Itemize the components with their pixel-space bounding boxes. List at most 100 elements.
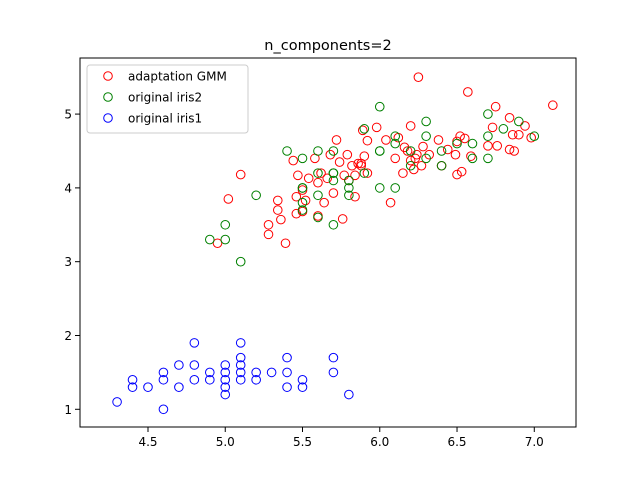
legend-marker (103, 113, 113, 123)
data-point (235, 169, 246, 180)
data-point (405, 160, 416, 171)
data-point (463, 87, 473, 97)
data-point (509, 146, 519, 156)
data-point (362, 168, 373, 178)
data-point (272, 205, 283, 215)
data-point (456, 166, 467, 177)
y-tick-label: 2 (64, 329, 72, 343)
data-point (127, 382, 138, 392)
data-point (189, 360, 200, 370)
data-point (313, 177, 323, 188)
data-point (293, 170, 303, 181)
data-point (251, 374, 261, 385)
data-point (235, 352, 246, 363)
data-point (504, 144, 515, 155)
data-point (313, 212, 323, 223)
data-point (282, 367, 292, 378)
data-point (390, 183, 401, 193)
chart-title: n_components=2 (264, 38, 391, 54)
data-point (220, 382, 231, 392)
data-point (483, 109, 493, 119)
data-point (220, 219, 231, 230)
legend-marker (103, 71, 113, 81)
data-point (337, 214, 348, 224)
data-point (235, 338, 246, 348)
data-point (514, 116, 524, 127)
x-tick-label: 5.5 (293, 435, 312, 449)
data-point (297, 183, 308, 193)
data-point (282, 146, 292, 156)
axes-frame (79, 57, 577, 428)
data-point (297, 205, 308, 215)
data-point (483, 131, 493, 142)
data-point (204, 367, 215, 378)
data-point (359, 168, 370, 178)
data-point (507, 129, 518, 140)
data-point (235, 360, 246, 370)
data-point (405, 146, 416, 156)
data-point (344, 190, 354, 201)
data-point (112, 397, 122, 407)
legend-box (86, 64, 249, 134)
data-point (158, 404, 169, 415)
data-point (487, 122, 498, 133)
data-point (334, 157, 345, 167)
data-point (297, 197, 308, 208)
data-point (276, 214, 286, 225)
data-point (319, 197, 329, 208)
data-point (313, 190, 323, 201)
data-point (374, 101, 385, 112)
data-point (220, 389, 231, 400)
data-point (490, 101, 501, 112)
data-point (492, 141, 503, 151)
x-tick-label: 7.0 (525, 435, 544, 449)
data-point (421, 131, 431, 142)
data-point (266, 367, 277, 378)
data-point (328, 146, 339, 156)
data-point (328, 219, 339, 230)
data-point (374, 183, 385, 193)
data-point (452, 169, 462, 180)
data-point (322, 173, 333, 184)
legend-label: adaptation GMM (128, 70, 227, 84)
x-tick-label: 5.0 (216, 435, 235, 449)
data-point (220, 367, 231, 378)
legend: adaptation GMM original iris2 original iri… (86, 64, 249, 134)
data-point (402, 146, 413, 156)
data-point (189, 374, 200, 385)
data-point (204, 374, 215, 385)
data-point (328, 168, 339, 178)
data-point (459, 133, 470, 144)
data-point (342, 149, 353, 160)
data-point (498, 124, 509, 134)
data-point (331, 135, 342, 145)
data-point (390, 153, 401, 164)
data-point (272, 195, 283, 206)
data-point (223, 194, 234, 204)
data-point (263, 219, 274, 230)
data-point (433, 135, 444, 145)
data-point (520, 121, 530, 131)
data-point (385, 197, 396, 208)
x-tick-label: 6.0 (370, 435, 389, 449)
data-point (297, 153, 308, 164)
data-point (189, 338, 200, 348)
x-tick-label: 6.5 (447, 435, 466, 449)
data-point (452, 138, 462, 149)
data-point (300, 195, 311, 206)
data-point (436, 160, 447, 171)
data-point (282, 382, 292, 392)
data-point (529, 131, 540, 142)
data-point (235, 367, 246, 378)
data-point (297, 374, 308, 385)
data-point (235, 256, 246, 267)
data-point (282, 352, 292, 363)
data-point (390, 138, 401, 149)
data-point (313, 146, 323, 156)
data-point (297, 185, 308, 195)
data-point (344, 389, 354, 400)
data-point (381, 135, 391, 145)
data-point (467, 138, 478, 149)
data-point (374, 146, 385, 156)
